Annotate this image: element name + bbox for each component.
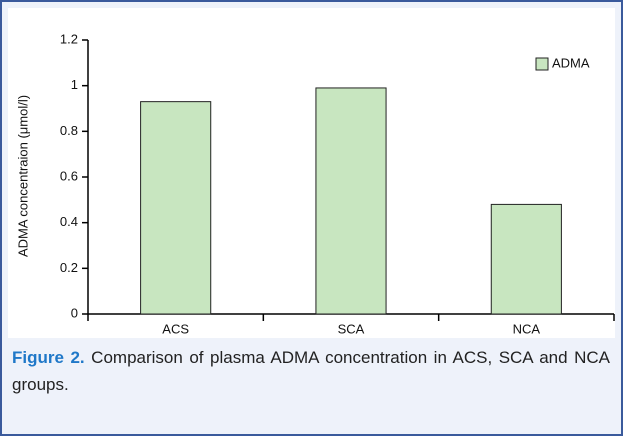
chart: ADMA concentraion (μmol/l) 0 0.2 0.4 0.6 0.8… <box>8 8 615 338</box>
y-tick-label: 0.2 <box>60 260 78 275</box>
bar <box>140 101 212 315</box>
x-tick-label: NCA <box>513 321 541 336</box>
bar <box>315 87 387 315</box>
y-tick-label: 0 <box>71 305 78 320</box>
bar <box>490 203 562 315</box>
y-axis-label: ADMA concentraion (μmol/l) <box>15 95 30 257</box>
y-tick-label: 0.4 <box>60 214 78 229</box>
caption-label: Figure 2. <box>12 348 85 367</box>
y-tick-label: 0.6 <box>60 168 78 183</box>
caption-text: Comparison of plasma ADMA concentration … <box>12 348 610 394</box>
x-tick-label: ACS <box>162 321 189 336</box>
caption: Figure 2. Comparison of plasma ADMA conc… <box>12 344 610 398</box>
x-tick-label: SCA <box>338 321 365 336</box>
y-tick-label: 1 <box>71 77 78 92</box>
y-tick-label: 0.8 <box>60 123 78 138</box>
y-tick-label: 1.2 <box>60 31 78 46</box>
legend-label: ADMA <box>552 55 590 70</box>
legend-swatch <box>535 57 549 71</box>
